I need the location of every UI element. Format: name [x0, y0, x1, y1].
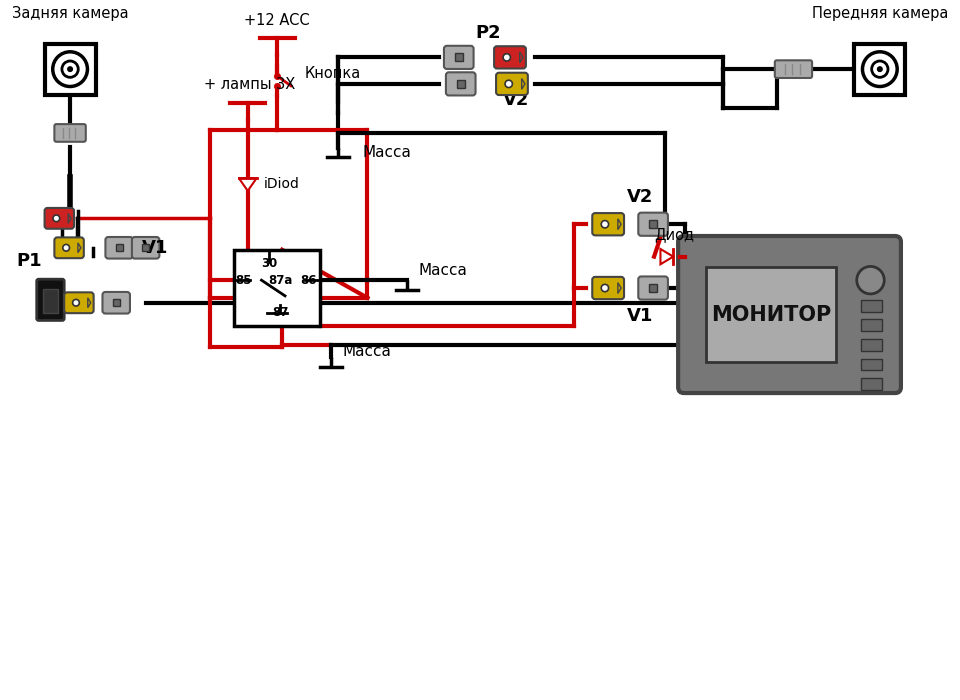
- Text: V2: V2: [502, 90, 529, 108]
- Circle shape: [601, 220, 609, 228]
- Bar: [854, 43, 905, 94]
- Bar: [42, 289, 59, 313]
- FancyBboxPatch shape: [638, 276, 668, 300]
- Text: 30: 30: [261, 257, 277, 270]
- Circle shape: [73, 300, 80, 306]
- Bar: [142, 244, 149, 251]
- Text: 87a: 87a: [268, 274, 292, 287]
- FancyBboxPatch shape: [55, 124, 85, 142]
- FancyBboxPatch shape: [64, 293, 94, 313]
- Text: + лампы 3Х: + лампы 3Х: [204, 78, 296, 92]
- Polygon shape: [519, 52, 523, 63]
- Bar: [861, 319, 882, 331]
- FancyBboxPatch shape: [103, 292, 130, 314]
- Polygon shape: [660, 249, 673, 265]
- Bar: [861, 300, 882, 312]
- FancyBboxPatch shape: [36, 279, 64, 321]
- Text: Масса: Масса: [419, 263, 468, 278]
- FancyBboxPatch shape: [444, 46, 473, 69]
- Bar: [44, 43, 96, 94]
- FancyBboxPatch shape: [592, 213, 624, 235]
- Bar: [455, 53, 463, 62]
- Text: 87: 87: [272, 306, 288, 319]
- Circle shape: [505, 80, 513, 88]
- FancyBboxPatch shape: [44, 208, 74, 229]
- Circle shape: [68, 67, 72, 71]
- Circle shape: [53, 52, 87, 87]
- Bar: [649, 220, 657, 228]
- Bar: [457, 80, 465, 88]
- Text: Масса: Масса: [363, 145, 412, 160]
- FancyBboxPatch shape: [638, 213, 668, 236]
- Polygon shape: [87, 298, 90, 308]
- Polygon shape: [618, 219, 621, 230]
- Text: МОНИТОР: МОНИТОР: [711, 304, 831, 325]
- Circle shape: [877, 67, 882, 71]
- Text: P2: P2: [475, 24, 501, 42]
- FancyBboxPatch shape: [678, 236, 900, 393]
- Polygon shape: [68, 214, 71, 223]
- Polygon shape: [239, 178, 256, 191]
- Text: Кнопка: Кнопка: [304, 66, 361, 80]
- FancyBboxPatch shape: [445, 72, 475, 95]
- FancyBboxPatch shape: [55, 237, 84, 258]
- Circle shape: [62, 244, 69, 251]
- Bar: [861, 358, 882, 370]
- Polygon shape: [78, 243, 81, 253]
- Bar: [649, 284, 657, 292]
- Text: 86: 86: [300, 274, 317, 287]
- Text: Диод: Диод: [655, 228, 695, 242]
- Text: +12 ACC: +12 ACC: [245, 13, 310, 27]
- Text: V1: V1: [142, 239, 169, 257]
- FancyBboxPatch shape: [592, 277, 624, 299]
- Text: Передняя камера: Передняя камера: [811, 6, 948, 21]
- FancyBboxPatch shape: [132, 237, 159, 258]
- Bar: [115, 244, 123, 251]
- Circle shape: [856, 267, 884, 294]
- Circle shape: [862, 52, 898, 87]
- FancyBboxPatch shape: [494, 46, 526, 69]
- Text: P1: P1: [16, 251, 41, 270]
- Circle shape: [872, 61, 888, 77]
- Circle shape: [61, 61, 79, 77]
- Text: Масса: Масса: [343, 344, 392, 359]
- Bar: [861, 378, 882, 390]
- Text: Задняя камера: Задняя камера: [12, 6, 129, 21]
- Text: 85: 85: [235, 274, 252, 287]
- FancyBboxPatch shape: [496, 73, 528, 95]
- Bar: [861, 339, 882, 351]
- FancyBboxPatch shape: [106, 237, 132, 258]
- Text: V1: V1: [627, 307, 654, 325]
- Text: iDiod: iDiod: [263, 178, 300, 192]
- Bar: [112, 299, 120, 307]
- Bar: [234, 250, 321, 326]
- Circle shape: [601, 284, 609, 292]
- Bar: [706, 267, 836, 362]
- Circle shape: [53, 215, 60, 222]
- Polygon shape: [618, 283, 621, 293]
- FancyBboxPatch shape: [775, 60, 812, 78]
- Polygon shape: [521, 78, 525, 90]
- Text: V2: V2: [627, 188, 654, 206]
- Circle shape: [503, 54, 511, 61]
